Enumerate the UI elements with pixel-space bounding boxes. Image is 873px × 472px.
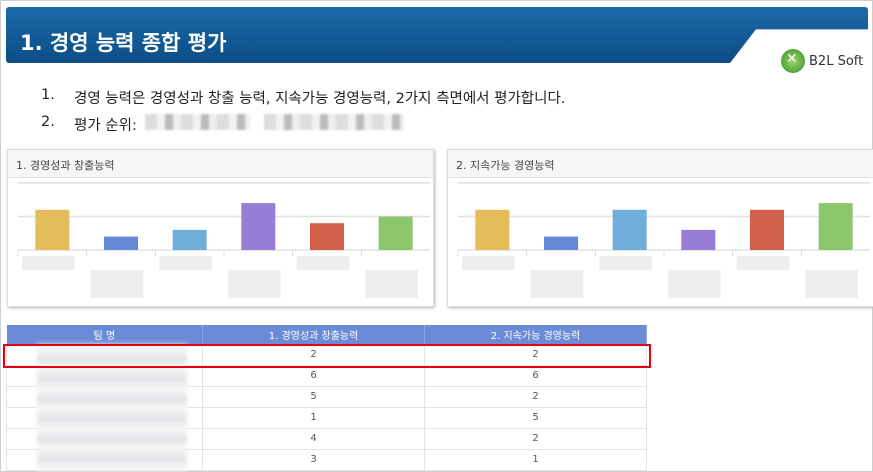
- table-header: 팀 명 1. 경영성과 창출능력 2. 지속가능 경영능력: [6, 325, 647, 344]
- column-header-team: 팀 명: [6, 325, 203, 344]
- chart-panel-sustainability: 2. 지속가능 경영능력: [447, 149, 873, 307]
- bar: [172, 229, 207, 250]
- bar-chart: [17, 182, 430, 298]
- chart-title: 2. 지속가능 경영능력: [448, 150, 873, 178]
- bar: [475, 209, 510, 250]
- bar: [544, 236, 578, 250]
- bar: [681, 229, 716, 250]
- bar: [750, 209, 784, 250]
- bar: [310, 223, 344, 250]
- list-number: 1.: [41, 87, 55, 103]
- chart-title: 1. 경영성과 창출능력: [8, 150, 433, 178]
- sustainability-rank-cell: 5: [424, 406, 647, 429]
- sustainability-rank-cell: 1: [424, 448, 647, 471]
- performance-rank-cell: 4: [202, 427, 425, 450]
- logo-icon: [781, 49, 805, 73]
- bar: [241, 203, 276, 250]
- bar: [104, 236, 138, 250]
- logo: B2L Soft: [781, 49, 863, 73]
- bar: [35, 209, 70, 250]
- redacted-team-names: [37, 344, 187, 471]
- list-number: 2.: [41, 114, 55, 130]
- bar: [612, 209, 647, 250]
- sustainability-rank-cell: 2: [424, 385, 647, 408]
- list-text: 평가 순위:: [74, 118, 137, 134]
- performance-rank-cell: 6: [202, 364, 425, 387]
- redacted-tick-label: [462, 256, 515, 270]
- redacted-ranking: [263, 114, 404, 130]
- performance-rank-cell: 5: [202, 385, 425, 408]
- column-header-sustainability: 2. 지속가능 경영능력: [424, 325, 647, 344]
- description-list: 1. 경영 능력은 경영성과 창출 능력, 지속가능 경영능력, 2가지 측면에서…: [41, 87, 565, 141]
- logo-text: B2L Soft: [809, 53, 864, 69]
- bar: [378, 216, 413, 250]
- chart-panel-performance: 1. 경영성과 창출능력: [7, 149, 434, 307]
- redacted-tick-label: [365, 270, 418, 298]
- redacted-tick-label: [22, 256, 75, 270]
- redacted-tick-label: [599, 256, 652, 270]
- list-text: 경영 능력은 경영성과 창출 능력, 지속가능 경영능력, 2가지 측면에서 평…: [74, 91, 566, 107]
- redacted-tick-label: [530, 270, 584, 298]
- bar: [818, 203, 853, 250]
- redacted-tick-label: [90, 270, 144, 298]
- redacted-ranking: [144, 114, 250, 130]
- list-item: 2. 평가 순위:: [41, 114, 565, 141]
- redacted-tick-label: [159, 256, 212, 270]
- redacted-tick-label: [668, 270, 721, 298]
- header-banner: 1. 경영 능력 종합 평가: [6, 7, 868, 63]
- bar-chart: [457, 182, 870, 298]
- redacted-tick-label: [228, 270, 281, 298]
- redacted-tick-label: [805, 270, 858, 298]
- column-header-performance: 1. 경영성과 창출능력: [202, 325, 425, 344]
- page-title: 1. 경영 능력 종합 평가: [20, 31, 227, 55]
- redacted-tick-label: [736, 256, 790, 270]
- list-item: 1. 경영 능력은 경영성과 창출 능력, 지속가능 경영능력, 2가지 측면에서…: [41, 87, 565, 114]
- sustainability-rank-cell: 6: [424, 364, 647, 387]
- redacted-tick-label: [296, 256, 350, 270]
- highlight-box: [3, 344, 651, 368]
- performance-rank-cell: 3: [202, 448, 425, 471]
- performance-rank-cell: 1: [202, 406, 425, 429]
- sustainability-rank-cell: 2: [424, 427, 647, 450]
